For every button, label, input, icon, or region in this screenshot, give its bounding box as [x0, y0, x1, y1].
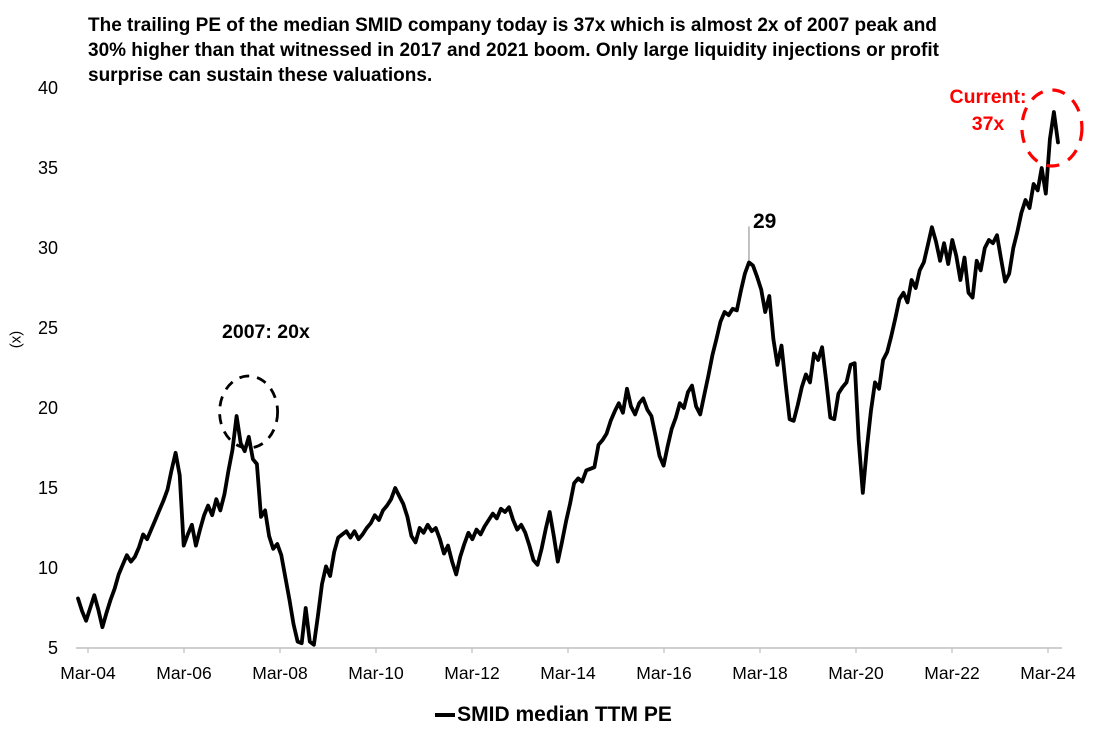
dashed-circle-current-peak — [1020, 88, 1084, 168]
y-axis-tick-label: 20 — [37, 398, 58, 418]
legend: SMID median TTM PE — [0, 703, 1107, 727]
x-axis-tick-label: Mar-08 — [252, 663, 308, 683]
annotation-current-word: Current: — [949, 86, 1027, 108]
x-axis-tick-label: Mar-16 — [636, 663, 692, 683]
y-axis-tick-label: 15 — [37, 478, 58, 498]
pe-line-series — [76, 110, 1060, 647]
annotation-current: Current: 37x — [936, 84, 1040, 138]
dashed-circle-2007-peak — [218, 374, 279, 450]
x-axis-tick-label: Mar-04 — [60, 663, 116, 683]
legend-line-marker — [435, 712, 456, 718]
x-axis-tick-label: Mar-14 — [540, 663, 596, 683]
y-axis-tick-label: 10 — [37, 558, 58, 578]
y-axis-tick-label: 35 — [37, 158, 58, 178]
y-axis-tick-label: 5 — [47, 638, 58, 658]
x-axis-tick-label: Mar-12 — [444, 663, 500, 683]
annotation-current-value: 37x — [971, 113, 1005, 135]
annotation-2018-peak: 29 — [753, 210, 777, 233]
y-axis-tick-label: 30 — [37, 238, 58, 258]
x-axis-tick-label: Mar-06 — [156, 663, 212, 683]
x-axis-tick-label: Mar-24 — [1020, 663, 1076, 683]
annotation-2007-peak: 2007: 20x — [222, 321, 310, 343]
x-axis-tick-label: Mar-20 — [828, 663, 884, 683]
legend-label: SMID median TTM PE — [457, 703, 672, 726]
y-axis-tick-label: 25 — [37, 318, 58, 338]
y-axis-tick-label: 40 — [37, 78, 58, 98]
chart-title: The trailing PE of the median SMID compa… — [88, 15, 939, 86]
x-axis-tick-label: Mar-10 — [348, 663, 404, 683]
x-axis-tick-label: Mar-22 — [924, 663, 980, 683]
x-axis-tick-label: Mar-18 — [732, 663, 788, 683]
